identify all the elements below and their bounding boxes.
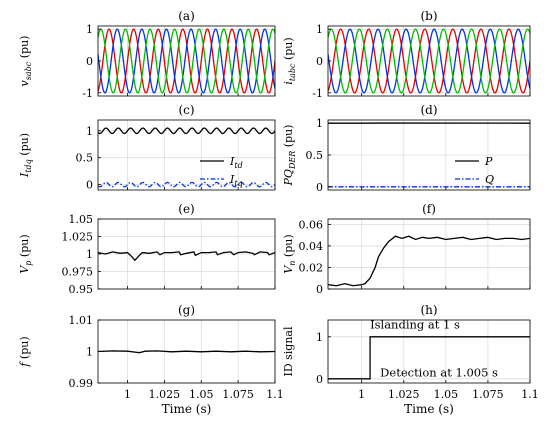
y-axis-label: ID signal xyxy=(282,326,295,377)
panel-c: 0 0.5 1 (c) Itdq (pu) Itd Itq xyxy=(18,103,276,192)
panel-label: (a) xyxy=(178,9,195,23)
y-tick-label: 0.95 xyxy=(69,283,94,296)
axes-frame xyxy=(97,119,276,191)
x-tick-label: 1 xyxy=(358,388,365,401)
y-tick-label: 0 xyxy=(316,181,323,194)
panel-label: (b) xyxy=(420,9,437,23)
y-tick-label: 0.06 xyxy=(299,218,324,231)
plot-area xyxy=(328,336,530,380)
y-tick-label: 0.04 xyxy=(299,240,324,253)
y-axis-label: f (pu) xyxy=(18,336,31,367)
series-line-3 xyxy=(328,28,530,94)
annotation: Detection at 1.005 s xyxy=(380,365,498,379)
legend-label: Q xyxy=(485,173,494,186)
y-tick-label: 1 xyxy=(316,117,323,130)
series-line-2 xyxy=(328,28,530,94)
plot-area xyxy=(328,122,530,188)
y-tick-label: 0 xyxy=(86,55,93,68)
y-axis-label: Vn (pu) xyxy=(282,234,297,273)
x-tick-label: 1.025 xyxy=(149,388,181,401)
panel-label: (h) xyxy=(420,303,437,317)
axes-frame xyxy=(327,319,531,384)
panel-label: (g) xyxy=(178,303,195,317)
panel-d: 0 0.5 1 (d) PQDER (pu) PQ xyxy=(282,103,531,194)
series-line-1 xyxy=(328,336,530,380)
series-line-2 xyxy=(98,28,275,94)
y-tick-label: 1 xyxy=(316,331,323,344)
x-tick-label: 1.1 xyxy=(521,388,539,401)
x-tick-label: 1.05 xyxy=(434,388,459,401)
y-tick-label: 1 xyxy=(86,125,93,138)
panel-label: (f) xyxy=(422,202,436,216)
panel-f: 0 0.02 0.04 0.06 (f) Vn (pu) xyxy=(282,202,531,296)
y-tick-label: 1 xyxy=(86,248,93,261)
plot-area xyxy=(328,235,530,287)
series-line-i-td xyxy=(98,127,275,135)
y-axis-label: vsabc (pu) xyxy=(18,36,33,87)
y-tick-label: -1 xyxy=(82,87,93,100)
y-tick-label: -1 xyxy=(312,87,323,100)
panel-b: -1 0 1 (b) itabc (pu) xyxy=(282,9,531,100)
plot-area xyxy=(328,28,530,94)
y-tick-label: 0.99 xyxy=(69,377,94,390)
x-tick-label: 1.075 xyxy=(222,388,254,401)
x-tick-label: 1.05 xyxy=(189,388,214,401)
series-line-3 xyxy=(98,28,275,94)
x-axis-label: Time (s) xyxy=(404,402,454,416)
legend-label: P xyxy=(484,155,493,168)
y-tick-label: 0 xyxy=(86,179,93,192)
y-tick-label: 1 xyxy=(86,23,93,36)
panel-h: 0 1 1 1.025 1.05 1.075 1.1 (h) ID signal Time (s)… xyxy=(282,303,539,416)
panel-g: 0.99 1 1.01 1 1.025 1.05 1.075 1.1 (g) f (pu) Time… xyxy=(18,303,284,416)
y-tick-label: 0.02 xyxy=(299,261,324,274)
plot-area xyxy=(98,127,275,188)
y-axis-label: Vp (pu) xyxy=(18,234,33,273)
plot-area xyxy=(98,28,275,94)
x-tick-label: 1.025 xyxy=(388,388,420,401)
legend-label: Itd xyxy=(229,155,243,170)
y-tick-label: 1 xyxy=(86,346,93,359)
y-tick-label: 0.975 xyxy=(62,266,94,279)
annotation: Islanding at 1 s xyxy=(370,317,460,331)
y-tick-label: 1 xyxy=(316,23,323,36)
y-tick-label: 0.5 xyxy=(76,152,94,165)
y-tick-label: 0.5 xyxy=(306,149,324,162)
panel-label: (e) xyxy=(178,202,194,216)
y-axis-label: itabc (pu) xyxy=(282,37,297,84)
y-axis-label: Itdq (pu) xyxy=(18,133,33,178)
y-tick-label: 0 xyxy=(316,55,323,68)
plot-area xyxy=(98,350,275,354)
y-tick-label: 0 xyxy=(316,373,323,386)
x-tick-label: 1.1 xyxy=(266,388,284,401)
panel-e: 0.95 0.975 1 1.025 1.05 (e) Vp (pu) xyxy=(18,202,276,296)
y-axis-label: PQDER (pu) xyxy=(282,125,297,187)
series-line-1 xyxy=(328,28,530,94)
series-line-1 xyxy=(98,28,275,94)
series-line-1 xyxy=(98,251,275,262)
series-line-1 xyxy=(98,350,275,354)
series-line-1 xyxy=(328,235,530,287)
plot-area xyxy=(98,251,275,262)
panel-a: -1 0 1 (a) vsabc (pu) xyxy=(18,9,276,100)
axes-frame xyxy=(327,218,531,290)
x-tick-label: 1.075 xyxy=(472,388,504,401)
x-tick-label: 1 xyxy=(124,388,131,401)
y-tick-label: 1.025 xyxy=(62,231,94,244)
x-axis-label: Time (s) xyxy=(162,402,212,416)
y-tick-label: 1.01 xyxy=(69,314,94,327)
panel-label: (c) xyxy=(178,103,194,117)
legend-label: Itq xyxy=(229,173,243,188)
panel-label: (d) xyxy=(420,103,437,117)
y-tick-label: 0 xyxy=(316,283,323,296)
y-tick-label: 1.05 xyxy=(69,213,94,226)
